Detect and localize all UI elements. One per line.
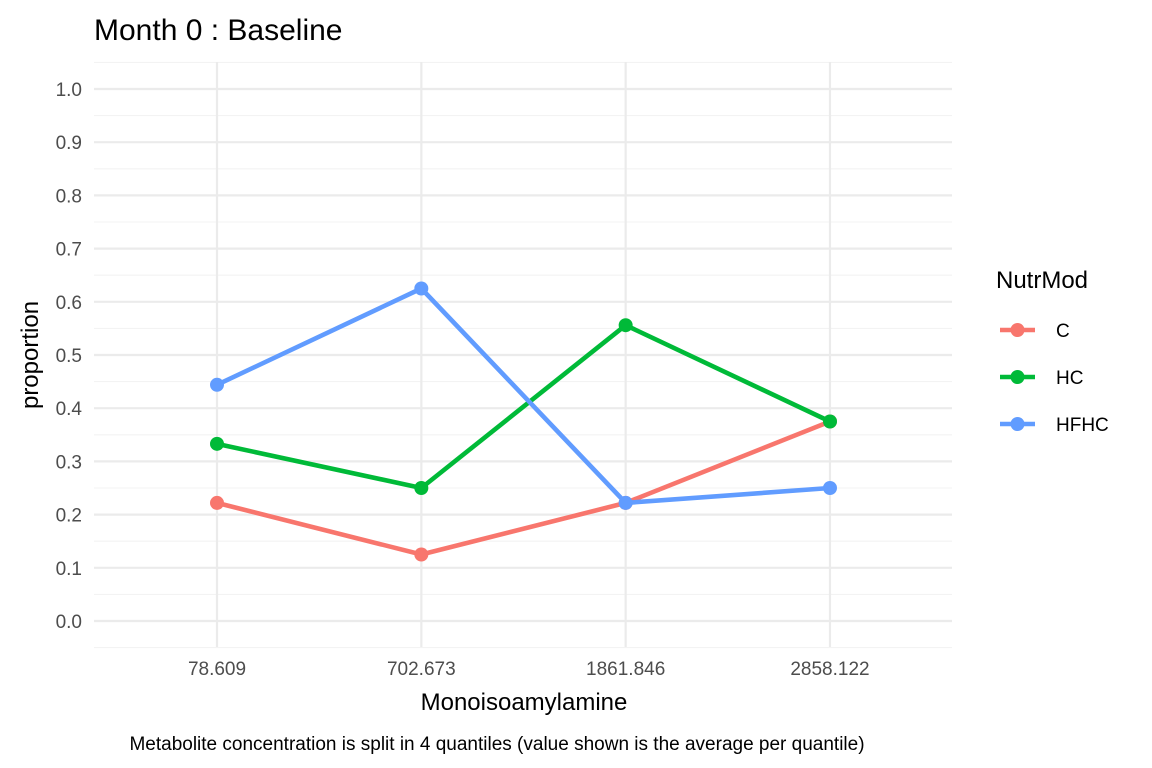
- data-point-c: [414, 547, 429, 562]
- y-tick-label: 0.5: [56, 346, 82, 367]
- y-tick-label: 0.1: [56, 559, 82, 580]
- chart-title: Month 0 : Baseline: [94, 14, 342, 47]
- data-point-c: [210, 495, 224, 510]
- x-tick-label: 702.673: [387, 659, 456, 680]
- legend-label: HC: [1056, 368, 1083, 389]
- y-tick-label: 0.2: [56, 506, 82, 527]
- legend-item-c: C: [1000, 321, 1070, 342]
- y-tick-label: 0.7: [56, 240, 82, 261]
- legend-item-hfhc: HFHC: [1000, 415, 1109, 436]
- x-tick-labels: 78.609 702.673 1861.846 2858.122: [188, 659, 870, 680]
- data-point-hfhc: [618, 495, 633, 510]
- y-axis-label: proportion: [17, 301, 44, 409]
- y-tick-label: 0.0: [56, 612, 82, 633]
- x-tick-label: 1861.846: [586, 659, 665, 680]
- data-point-hc: [822, 414, 837, 429]
- legend-label: C: [1056, 321, 1070, 342]
- legend-key-point: [1010, 323, 1025, 337]
- y-tick-label: 1.0: [56, 80, 82, 101]
- series-line-hfhc: [216, 286, 831, 506]
- series-line-hc: [216, 322, 831, 491]
- legend-title: NutrMod: [996, 267, 1088, 294]
- legend-key-point: [1010, 370, 1025, 384]
- y-tick-label: 0.3: [56, 452, 82, 473]
- y-tick-label: 0.9: [56, 133, 82, 154]
- data-point-hc: [210, 436, 224, 451]
- y-tick-label: 0.6: [56, 293, 82, 314]
- data-point-hfhc: [822, 481, 837, 495]
- series-layer: [210, 281, 837, 562]
- series-line-c: [216, 419, 831, 557]
- data-point-hfhc: [210, 377, 224, 392]
- series-hc: [210, 318, 837, 495]
- y-tick-label: 0.4: [56, 399, 83, 420]
- legend-item-hc: HC: [1000, 368, 1083, 389]
- legend-key-point: [1010, 417, 1025, 431]
- legend: NutrMod C HC HFHC: [996, 267, 1109, 436]
- x-tick-label: 2858.122: [790, 659, 869, 680]
- legend-label: HFHC: [1056, 415, 1109, 436]
- x-axis-label: Monoisoamylamine: [421, 689, 628, 716]
- y-tick-label: 0.8: [56, 186, 82, 207]
- series-hfhc: [210, 281, 837, 510]
- data-point-hc: [414, 481, 429, 495]
- chart-caption: Metabolite concentration is split in 4 q…: [129, 734, 864, 755]
- data-point-hfhc: [414, 281, 429, 296]
- y-tick-labels: 0.0 0.1 0.2 0.3 0.4 0.5 0.6 0.7 0.8 0.9 1.0: [56, 80, 83, 633]
- x-tick-label: 78.609: [188, 659, 246, 680]
- data-point-hc: [618, 318, 633, 333]
- grid: [94, 61, 952, 649]
